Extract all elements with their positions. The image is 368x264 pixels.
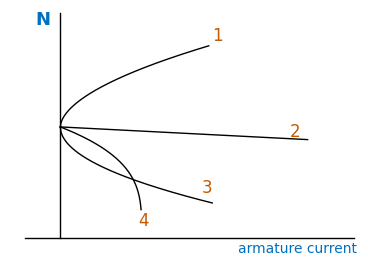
- Text: 3: 3: [202, 179, 212, 197]
- Text: N: N: [35, 12, 50, 30]
- Text: armature current: armature current: [238, 242, 357, 256]
- Text: 2: 2: [290, 123, 301, 141]
- Text: 4: 4: [138, 212, 149, 230]
- Text: 1: 1: [212, 27, 223, 45]
